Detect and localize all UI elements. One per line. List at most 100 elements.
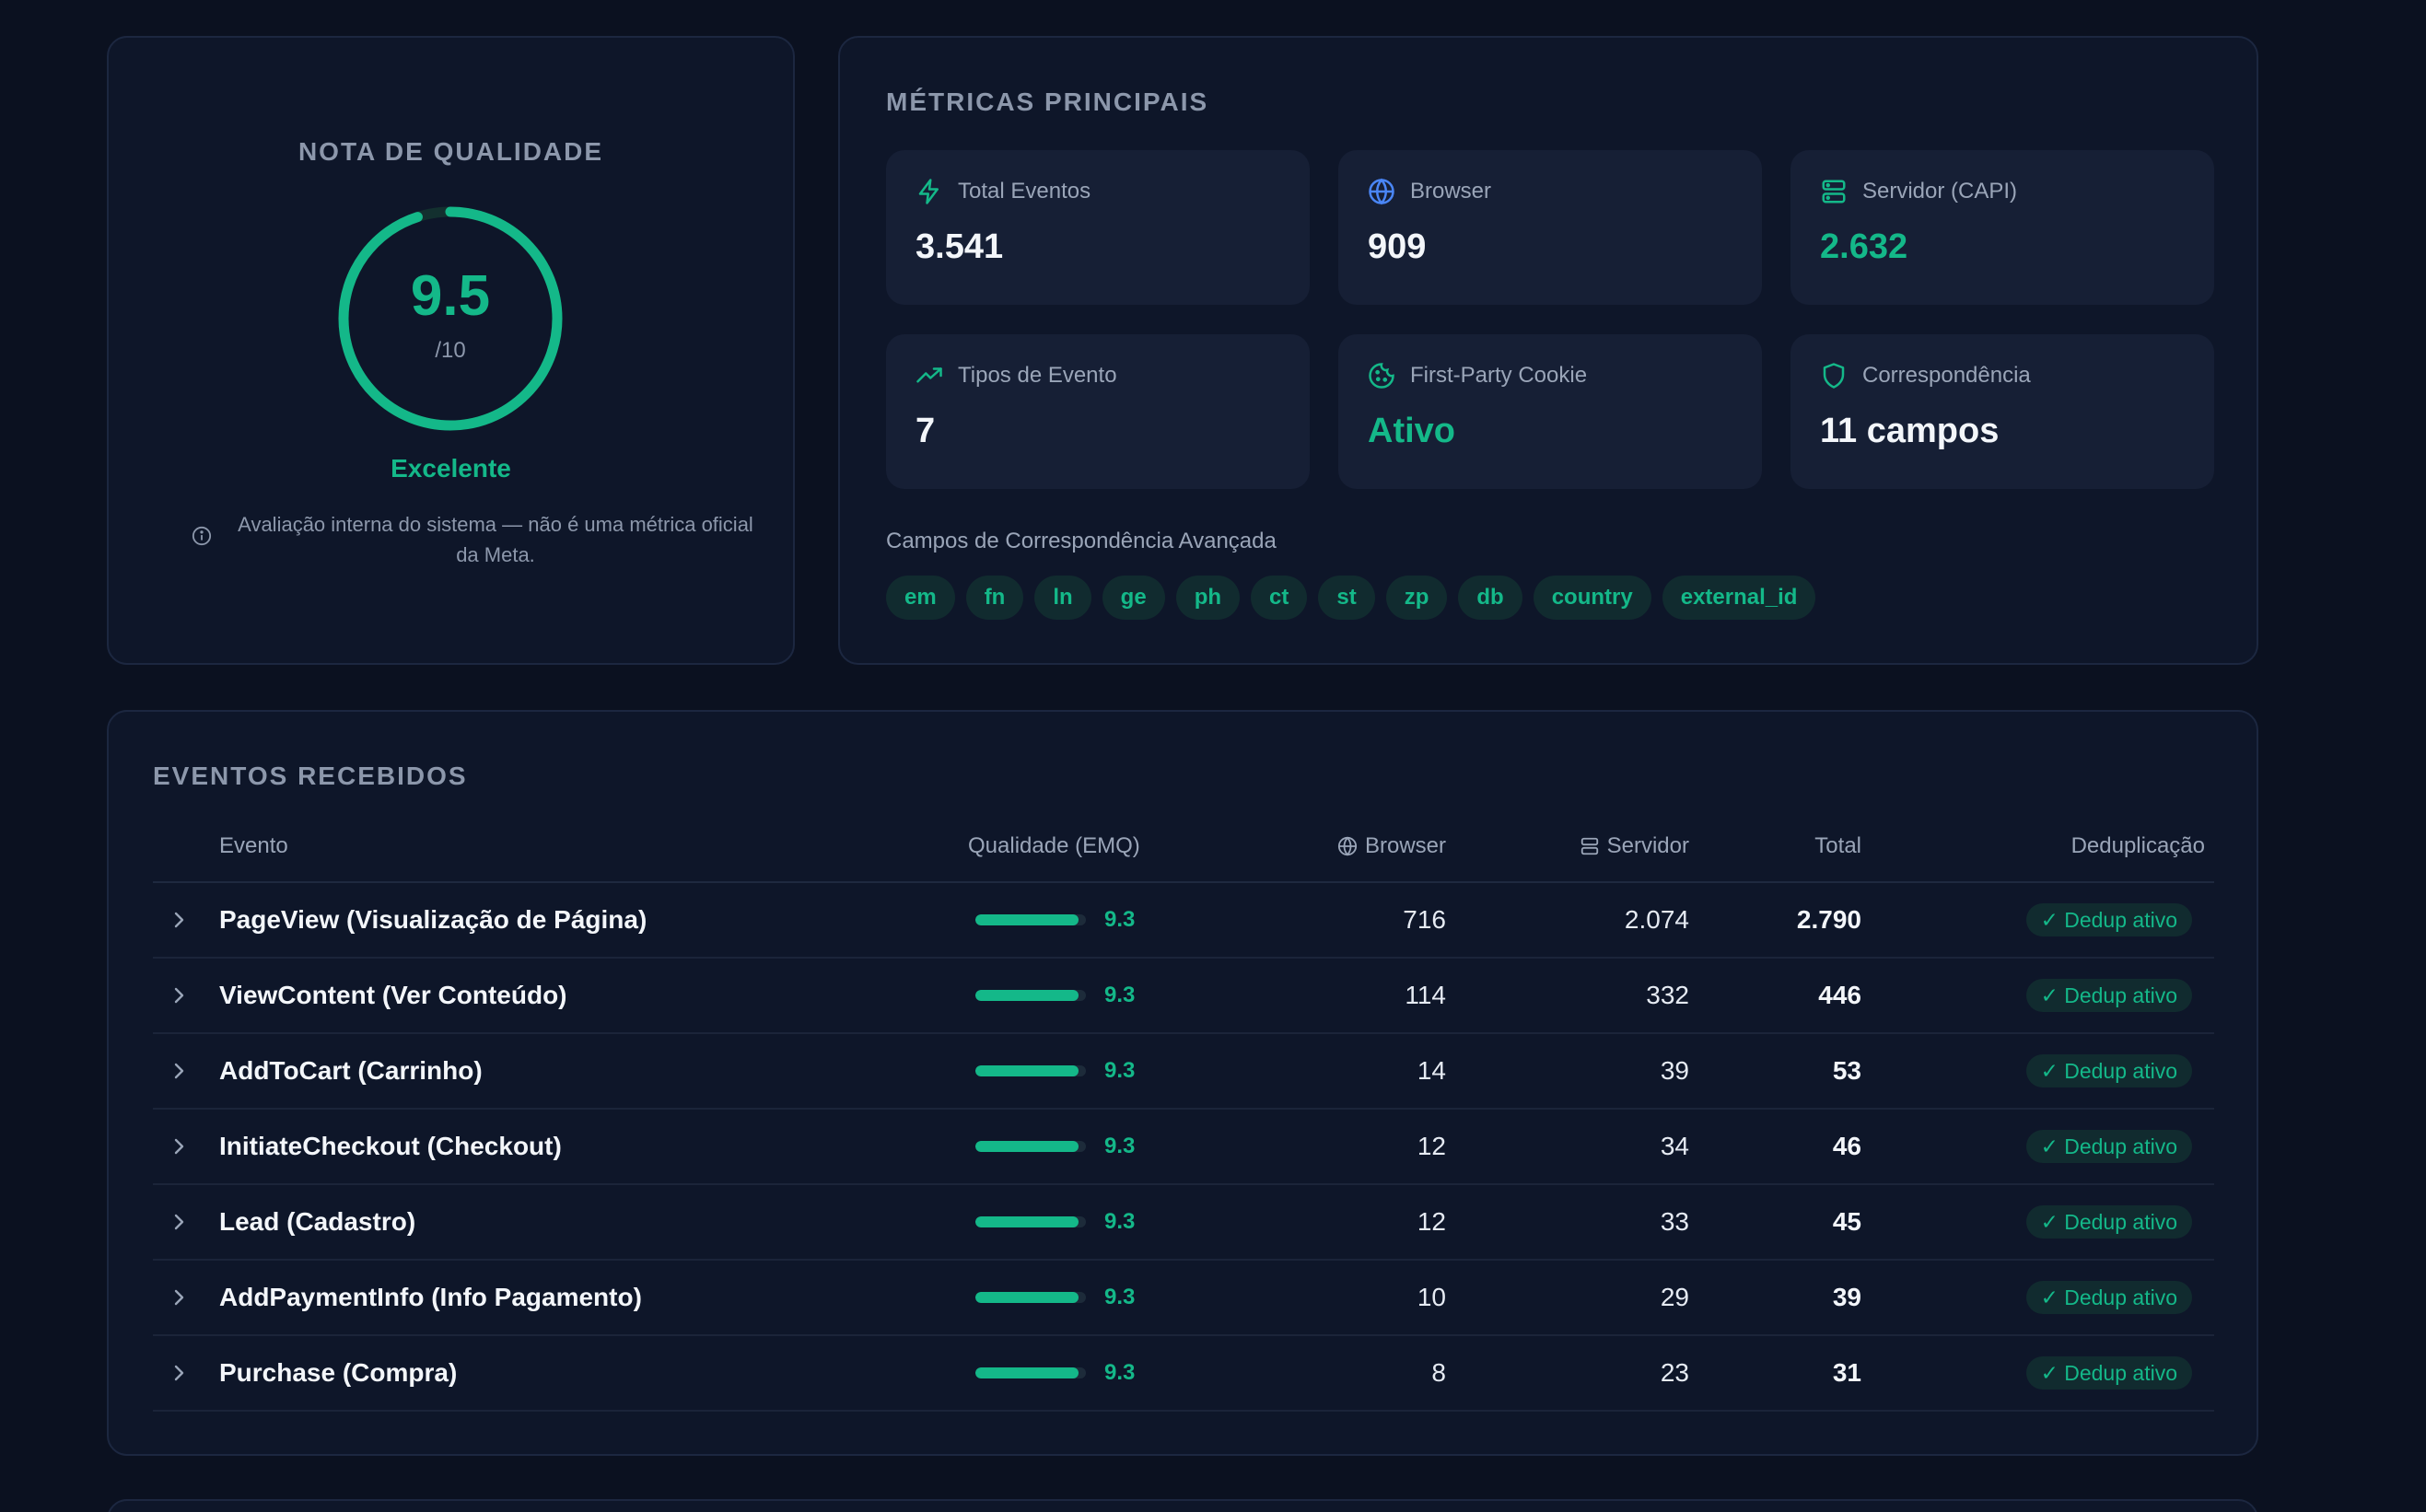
trending-up-icon <box>916 367 942 383</box>
metrics-title: MÉTRICAS PRINCIPAIS <box>886 87 1209 116</box>
emq-value: 9.3 <box>1104 1058 1136 1083</box>
emq-bar-fill <box>975 1216 1079 1227</box>
dedup-status: ✓ Dedup ativo <box>2025 1261 2192 1334</box>
emq-value: 9.3 <box>1104 1360 1136 1385</box>
total-count: 45 <box>1832 1207 1861 1236</box>
dedup-status: ✓ Dedup ativo <box>2025 1185 2192 1259</box>
chevron-right-icon[interactable] <box>168 1286 190 1308</box>
total-count: 31 <box>1832 1358 1861 1387</box>
dedup-status: ✓ Dedup ativo <box>2025 1034 2192 1108</box>
server-count: 39 <box>1660 1056 1689 1085</box>
browser-count: 14 <box>1417 1056 1446 1085</box>
server-count: 29 <box>1660 1283 1689 1311</box>
chip-ph: ph <box>1175 576 1241 620</box>
events-received-card: EVENTOS RECEBIDOS Evento Qualidade (EMQ)… <box>107 710 2258 1456</box>
metric-event-types: Tipos de Evento 7 <box>886 334 1310 489</box>
server-count: 34 <box>1660 1132 1689 1160</box>
emq-value: 9.3 <box>1104 907 1136 932</box>
table-row[interactable]: ViewContent (Ver Conteúdo) 9.3 114 332 4… <box>153 959 2214 1034</box>
server-count: 23 <box>1660 1358 1689 1387</box>
emq-bar-fill <box>975 1065 1079 1076</box>
chip-ln: ln <box>1034 576 1091 620</box>
emq-bar <box>975 1065 1086 1076</box>
quality-note-text: Avaliação interna do sistema — não é uma… <box>238 513 753 566</box>
column-total: Total <box>1814 833 1861 859</box>
advanced-matching-chips: em fn ln ge ph ct st zp db country exter… <box>886 576 1816 620</box>
event-quality: 9.3 <box>975 1336 1135 1410</box>
metric-value: 7 <box>916 412 936 450</box>
chip-country: country <box>1533 576 1651 620</box>
chevron-right-icon[interactable] <box>168 1362 190 1384</box>
chip-db: db <box>1458 576 1522 620</box>
column-browser: Browser <box>1337 833 1446 859</box>
globe-icon <box>1337 836 1358 856</box>
dedup-badge: ✓ Dedup ativo <box>2025 979 2192 1012</box>
metric-matching: Correspondência 11 campos <box>1790 334 2214 489</box>
column-total-label: Total <box>1814 833 1861 858</box>
metric-label: Total Eventos <box>958 179 1091 204</box>
metric-value: 3.541 <box>916 227 1004 266</box>
emq-bar <box>975 990 1086 1001</box>
chevron-right-icon[interactable] <box>168 1135 190 1157</box>
cookie-icon <box>1369 363 1394 389</box>
total-count: 446 <box>1818 981 1861 1009</box>
metric-label: First-Party Cookie <box>1410 363 1588 388</box>
metric-value: 11 campos <box>1820 412 2000 450</box>
events-table-header: Evento Qualidade (EMQ) Browser Servidor … <box>153 833 2214 883</box>
chevron-right-icon[interactable] <box>168 909 190 931</box>
metric-value: 2.632 <box>1820 227 1908 266</box>
emq-bar-fill <box>975 1141 1079 1152</box>
browser-count: 10 <box>1417 1283 1446 1311</box>
dedup-status: ✓ Dedup ativo <box>2025 1110 2192 1183</box>
table-row[interactable]: Lead (Cadastro) 9.3 12 33 45 ✓ Dedup ati… <box>153 1185 2214 1261</box>
chip-external-id: external_id <box>1662 576 1816 620</box>
quality-score: 9.5 <box>410 264 491 328</box>
emq-bar-fill <box>975 990 1079 1001</box>
column-event-label: Evento <box>219 833 288 858</box>
emq-bar-fill <box>975 1367 1079 1378</box>
chip-zp: zp <box>1385 576 1448 620</box>
emq-value: 9.3 <box>1104 1134 1136 1158</box>
event-name: AddToCart (Carrinho) <box>219 1056 483 1085</box>
total-count: 39 <box>1832 1283 1861 1311</box>
event-quality: 9.3 <box>975 1034 1135 1108</box>
metric-label: Servidor (CAPI) <box>1862 179 2018 204</box>
chevron-right-icon[interactable] <box>168 1211 190 1233</box>
server-icon <box>1822 180 1846 204</box>
emq-bar <box>975 1141 1086 1152</box>
browser-count: 12 <box>1417 1207 1446 1236</box>
quality-max: /10 <box>435 338 466 363</box>
chevron-right-icon[interactable] <box>168 1060 190 1082</box>
dedup-badge: ✓ Dedup ativo <box>2025 1130 2192 1163</box>
quality-rating: Excelente <box>391 454 511 483</box>
event-name: Purchase (Compra) <box>219 1358 458 1387</box>
table-row[interactable]: AddPaymentInfo (Info Pagamento) 9.3 10 2… <box>153 1261 2214 1336</box>
column-event: Evento <box>219 833 288 859</box>
main-metrics-card: MÉTRICAS PRINCIPAIS Total Eventos 3.541 … <box>838 36 2258 665</box>
event-quality: 9.3 <box>975 959 1135 1032</box>
dedup-badge: ✓ Dedup ativo <box>2025 1205 2192 1239</box>
event-quality: 9.3 <box>975 1261 1135 1334</box>
table-row[interactable]: Purchase (Compra) 9.3 8 23 31 ✓ Dedup at… <box>153 1336 2214 1412</box>
emq-bar-fill <box>975 914 1079 925</box>
emq-value: 9.3 <box>1104 983 1136 1007</box>
chip-em: em <box>886 576 955 620</box>
table-row[interactable]: InitiateCheckout (Checkout) 9.3 12 34 46… <box>153 1110 2214 1185</box>
event-quality: 9.3 <box>975 883 1135 957</box>
table-row[interactable]: AddToCart (Carrinho) 9.3 14 39 53 ✓ Dedu… <box>153 1034 2214 1110</box>
column-dedup: Deduplicação <box>2071 833 2205 859</box>
column-server: Servidor <box>1580 833 1689 859</box>
event-quality: 9.3 <box>975 1185 1135 1259</box>
chevron-right-icon[interactable] <box>168 984 190 1006</box>
chip-ct: ct <box>1251 576 1308 620</box>
event-name: AddPaymentInfo (Info Pagamento) <box>219 1283 642 1311</box>
next-section-card <box>107 1499 2258 1512</box>
column-quality: Qualidade (EMQ) <box>968 833 1140 859</box>
events-title: EVENTOS RECEBIDOS <box>153 762 468 790</box>
metric-label: Tipos de Evento <box>958 363 1117 388</box>
emq-bar <box>975 1367 1086 1378</box>
metric-total-events: Total Eventos 3.541 <box>886 150 1310 305</box>
globe-icon <box>1369 178 1394 205</box>
metric-label: Browser <box>1410 179 1492 204</box>
table-row[interactable]: PageView (Visualização de Página) 9.3 71… <box>153 883 2214 959</box>
